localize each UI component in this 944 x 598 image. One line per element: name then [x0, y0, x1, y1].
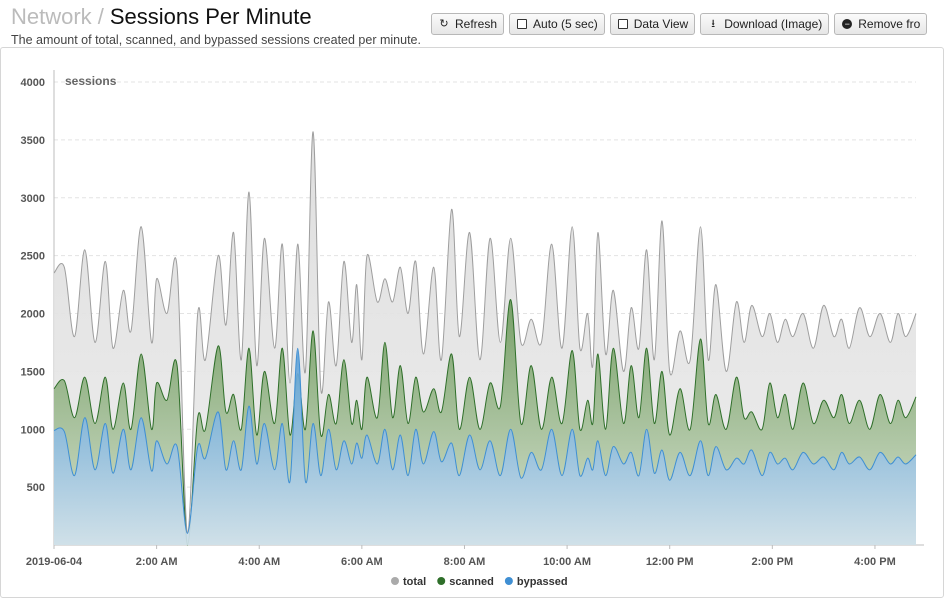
- breadcrumb-separator: /: [97, 4, 104, 29]
- download-image-button[interactable]: ⭳ Download (Image): [700, 13, 830, 35]
- y-tick-label: 2500: [21, 251, 45, 263]
- data-view-label: Data View: [633, 17, 689, 31]
- x-tick-label: 8:00 AM: [444, 556, 486, 568]
- x-tick-label: 2:00 PM: [752, 556, 794, 568]
- x-tick-label: 2:00 AM: [136, 556, 178, 568]
- y-tick-label: 3000: [21, 193, 45, 205]
- checkbox-icon: [617, 18, 629, 30]
- data-view-toggle[interactable]: Data View: [609, 13, 696, 35]
- y-tick-label: 1500: [21, 366, 45, 378]
- page-subtitle: The amount of total, scanned, and bypass…: [11, 33, 421, 47]
- legend-swatch-bypassed: [504, 577, 513, 585]
- minus-circle-icon: −: [841, 18, 853, 30]
- legend-swatch-total: [391, 577, 399, 585]
- remove-button[interactable]: − Remove fro: [834, 13, 928, 35]
- remove-label: Remove fro: [858, 17, 921, 31]
- refresh-icon: ↻: [439, 18, 449, 30]
- page-title: Sessions Per Minute: [109, 4, 312, 29]
- y-tick-label: 500: [27, 482, 45, 494]
- total-line: [53, 131, 917, 534]
- bypassed-line: [53, 347, 917, 534]
- checkbox-icon: [516, 18, 528, 30]
- legend-label-bypassed: bypassed: [517, 576, 568, 588]
- y-tick-label: 1000: [21, 424, 45, 436]
- download-icon: ⭳: [711, 18, 716, 30]
- legend-swatch-scanned: [437, 577, 446, 585]
- x-tick-label: 10:00 AM: [543, 556, 591, 568]
- toolbar: ↻ Refresh Auto (5 sec) Data View ⭳ Downl…: [431, 13, 944, 37]
- refresh-button[interactable]: ↻ Refresh: [431, 13, 505, 35]
- download-label: Download (Image): [724, 17, 823, 31]
- refresh-label: Refresh: [455, 17, 498, 31]
- x-tick-label: 2019-06-04: [26, 556, 83, 568]
- y-tick-label: 4000: [21, 77, 45, 89]
- x-tick-label: 4:00 AM: [238, 556, 280, 568]
- scanned-line: [53, 299, 917, 546]
- x-tick-label: 4:00 PM: [854, 556, 896, 568]
- x-tick-label: 12:00 PM: [646, 556, 694, 568]
- legend-label-scanned: scanned: [449, 576, 494, 588]
- y-axis-label: sessions: [65, 74, 117, 88]
- y-tick-label: 3500: [21, 135, 45, 147]
- auto-refresh-label: Auto (5 sec): [533, 17, 598, 31]
- x-tick-label: 6:00 AM: [341, 556, 383, 568]
- legend-label-total: total: [403, 576, 426, 588]
- y-tick-label: 2000: [21, 309, 45, 321]
- breadcrumb-parent[interactable]: Network: [11, 4, 92, 29]
- breadcrumb: Network / Sessions Per Minute: [11, 4, 312, 30]
- bypassed-area: [54, 348, 916, 545]
- auto-refresh-toggle[interactable]: Auto (5 sec): [509, 13, 605, 35]
